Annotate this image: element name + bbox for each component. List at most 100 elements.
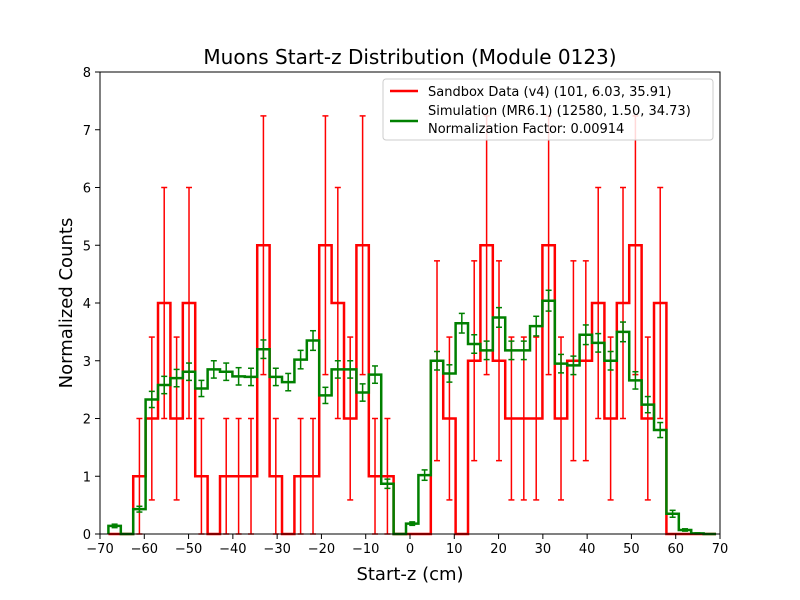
error-bar bbox=[657, 186, 664, 420]
error-bar bbox=[446, 364, 453, 383]
error-bar bbox=[111, 523, 118, 529]
x-tick-label: −10 bbox=[352, 542, 379, 557]
error-bar bbox=[173, 336, 180, 501]
error-bar bbox=[198, 379, 205, 398]
y-axis: 0 1 2 3 4 5 6 7 8 bbox=[83, 66, 100, 543]
error-bar bbox=[359, 383, 366, 402]
legend-box bbox=[382, 78, 714, 141]
error-bar bbox=[620, 321, 627, 343]
error-bar bbox=[384, 478, 391, 490]
error-bar bbox=[595, 186, 602, 420]
x-axis: −70 −60 −50 −40 −30 −20 −10 0 10 20 30 40 50 60 70 bbox=[86, 534, 728, 557]
error-bar bbox=[570, 355, 577, 376]
legend-entry-simulation: Simulation (MR6.1) (12580, 1.50, 34.73) bbox=[428, 104, 691, 119]
y-tick-label: 0 bbox=[83, 528, 91, 543]
error-bar bbox=[310, 329, 317, 352]
series-layer bbox=[107, 115, 717, 536]
legend: Sandbox Data (v4) (101, 6.03, 35.91) Sim… bbox=[382, 78, 714, 141]
y-tick-label: 3 bbox=[83, 355, 91, 370]
error-bar bbox=[136, 505, 143, 513]
error-bar bbox=[148, 390, 155, 409]
error-bar bbox=[595, 332, 602, 353]
error-bar bbox=[533, 336, 540, 501]
error-bar bbox=[682, 528, 689, 532]
legend-entry-data: Sandbox Data (v4) (101, 6.03, 35.91) bbox=[428, 85, 671, 100]
x-tick-label: 50 bbox=[623, 542, 640, 557]
x-tick-label: 40 bbox=[579, 542, 596, 557]
error-bar bbox=[620, 186, 627, 420]
x-tick-label: 10 bbox=[446, 542, 463, 557]
error-bar bbox=[260, 115, 267, 376]
error-bar bbox=[322, 386, 329, 405]
error-bar bbox=[471, 334, 478, 354]
series-simulation bbox=[107, 289, 717, 536]
x-tick-label: −20 bbox=[308, 542, 335, 557]
x-tick-label: −60 bbox=[131, 542, 158, 557]
error-bar bbox=[272, 367, 279, 387]
error-bar bbox=[260, 339, 267, 360]
x-tick-label: 0 bbox=[406, 542, 414, 557]
error-bar bbox=[322, 115, 329, 376]
series-data bbox=[108, 115, 717, 536]
legend-entry-normalization: Normalization Factor: 0.00914 bbox=[428, 122, 624, 137]
y-tick-label: 5 bbox=[83, 239, 91, 254]
error-bar bbox=[186, 362, 193, 382]
y-axis-label: Normalized Counts bbox=[56, 218, 77, 389]
error-bar bbox=[582, 260, 589, 462]
error-bar bbox=[644, 395, 651, 414]
x-tick-label: 70 bbox=[712, 542, 729, 557]
error-bar bbox=[508, 336, 515, 501]
error-bar bbox=[248, 367, 255, 387]
error-bar bbox=[644, 336, 651, 501]
y-tick-label: 8 bbox=[83, 66, 91, 81]
x-tick-label: −30 bbox=[263, 542, 290, 557]
x-tick-label: −50 bbox=[175, 542, 202, 557]
error-bar bbox=[334, 360, 341, 379]
chart-title: Muons Start-z Distribution (Module 0123) bbox=[203, 45, 616, 69]
error-bar bbox=[607, 350, 614, 371]
error-bar bbox=[558, 353, 565, 374]
error-bar bbox=[359, 115, 366, 376]
error-bar bbox=[545, 289, 552, 312]
error-bar bbox=[496, 306, 503, 329]
simulation-step-line bbox=[107, 299, 717, 536]
x-tick-label: 60 bbox=[667, 542, 684, 557]
error-bar bbox=[520, 340, 527, 361]
y-tick-label: 2 bbox=[83, 413, 91, 428]
error-bar bbox=[483, 340, 490, 361]
y-tick-label: 4 bbox=[83, 297, 91, 312]
x-tick-label: −70 bbox=[86, 542, 113, 557]
error-bar bbox=[533, 315, 540, 337]
error-bar bbox=[508, 340, 515, 361]
y-tick-label: 1 bbox=[83, 470, 91, 485]
error-bar bbox=[458, 312, 465, 334]
error-bar bbox=[434, 350, 441, 371]
error-bar bbox=[421, 469, 428, 482]
error-bar bbox=[669, 509, 676, 519]
error-bar bbox=[334, 186, 341, 420]
y-tick-label: 6 bbox=[83, 182, 91, 197]
x-tick-label: 20 bbox=[490, 542, 507, 557]
x-tick-label: 30 bbox=[535, 542, 552, 557]
error-bar bbox=[657, 421, 664, 439]
error-bar bbox=[148, 336, 155, 501]
error-bar bbox=[632, 370, 639, 390]
error-bar bbox=[161, 375, 168, 395]
y-tick-label: 7 bbox=[83, 124, 91, 139]
error-bar bbox=[582, 324, 589, 346]
error-bar bbox=[409, 521, 416, 527]
error-bar bbox=[372, 365, 379, 385]
error-bar bbox=[173, 368, 180, 388]
error-bar bbox=[297, 349, 304, 370]
x-tick-label: −40 bbox=[219, 542, 246, 557]
error-bar bbox=[496, 260, 503, 462]
error-bar bbox=[520, 336, 527, 501]
x-axis-label: Start-z (cm) bbox=[356, 564, 463, 585]
plot-area: −70 −60 −50 −40 −30 −20 −10 0 10 20 30 40 50 60 70 0 1 2… bbox=[83, 66, 729, 557]
error-bar bbox=[285, 372, 292, 392]
error-bar bbox=[347, 360, 354, 379]
error-bar bbox=[210, 360, 217, 379]
error-bar bbox=[223, 362, 230, 382]
error-bar bbox=[235, 366, 242, 386]
